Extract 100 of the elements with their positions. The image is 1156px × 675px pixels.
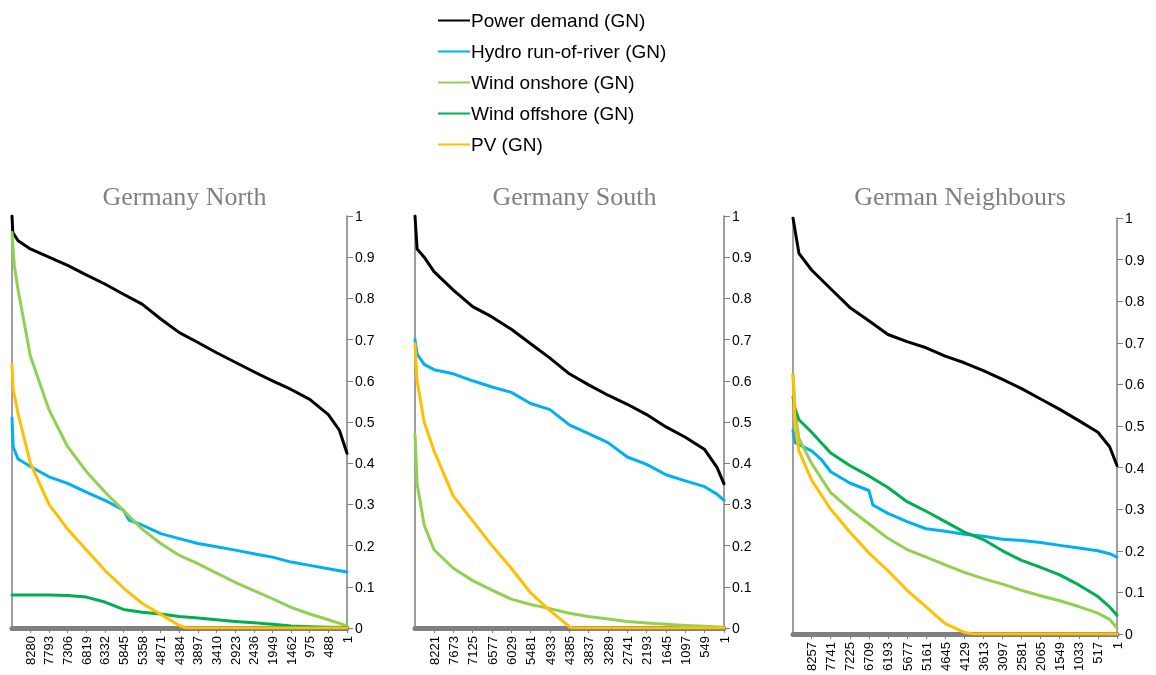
x-tick-label: 5677 [899, 642, 915, 671]
y-tick-label: 0.3 [732, 496, 752, 513]
legend-label: Wind offshore (GN) [471, 103, 635, 124]
y-tick-label: 0.6 [732, 372, 752, 389]
x-tick-label: 6819 [78, 636, 94, 665]
x-tick-label: 2741 [619, 636, 635, 665]
y-tick-label: 0.7 [1125, 334, 1145, 351]
line-series [10, 214, 349, 455]
y-tick-label: 0.2 [732, 537, 752, 554]
chart-title: German Neighbours [854, 181, 1066, 211]
x-tick-label: 4871 [153, 636, 169, 665]
y-tick-label: 0.9 [355, 249, 375, 266]
legend-label: Hydro run-of-river (GN) [471, 41, 667, 62]
y-tick-label: 0 [732, 620, 740, 636]
x-tick-label: 2193 [639, 636, 655, 665]
x-tick-label: 2436 [246, 636, 262, 665]
x-tick-label: 3837 [581, 636, 597, 665]
x-tick-label: 3410 [209, 636, 225, 665]
y-tick-label: 0 [1125, 626, 1133, 642]
x-tick-label: 7306 [60, 636, 76, 665]
y-tick-label: 0.1 [355, 578, 375, 595]
x-tick-label: 975 [302, 636, 318, 658]
line-series [10, 416, 349, 574]
x-tick-label: 2923 [227, 636, 243, 665]
y-tick-label: 0.7 [732, 331, 752, 348]
y-tick-label: 1 [1125, 210, 1133, 226]
x-tick-label: 517 [1090, 642, 1106, 664]
x-tick-label: 1033 [1071, 642, 1087, 671]
x-tick-label: 8280 [22, 636, 38, 665]
y-tick-label: 1 [355, 208, 363, 224]
x-tick-label: 2581 [1014, 642, 1030, 671]
y-tick-label: 0.6 [1125, 376, 1145, 393]
y-tick-label: 0.9 [732, 249, 752, 266]
legend-label: PV (GN) [471, 134, 543, 155]
x-tick-label: 4129 [956, 642, 972, 671]
x-tick-label: 1949 [265, 636, 280, 665]
y-tick-label: 1 [732, 208, 740, 224]
x-tick-label: 6029 [503, 636, 519, 665]
line-series [413, 432, 726, 629]
x-tick-label: 6332 [97, 636, 113, 665]
y-tick-label: 0.8 [1125, 293, 1145, 310]
x-tick-label: 549 [697, 636, 713, 658]
x-tick-label: 8257 [804, 642, 820, 671]
x-tick-label: 1 [339, 636, 355, 644]
x-tick-label: 3613 [975, 642, 991, 671]
y-tick-label: 0.8 [355, 290, 375, 307]
chart-title: Germany North [102, 181, 267, 211]
line-series [791, 216, 1119, 468]
y-tick-label: 0.1 [732, 578, 752, 595]
y-tick-label: 0.4 [732, 455, 752, 472]
y-tick-label: 0.4 [1125, 459, 1145, 476]
y-tick-label: 0.9 [1125, 251, 1145, 268]
y-tick-label: 0.3 [355, 496, 375, 513]
x-tick-label: 5358 [134, 636, 150, 665]
x-tick-label: 7793 [41, 636, 57, 665]
x-tick-label: 3289 [600, 636, 616, 665]
x-tick-label: 6709 [861, 642, 877, 671]
x-tick-label: 4933 [542, 636, 558, 665]
x-tick-label: 7673 [445, 636, 461, 665]
y-tick-label: 0.5 [1125, 418, 1145, 434]
x-tick-label: 3897 [190, 636, 206, 665]
line-series [10, 230, 349, 628]
x-tick-label: 4645 [937, 642, 953, 671]
y-tick-label: 0.8 [732, 290, 752, 307]
y-tick-label: 0.2 [355, 537, 375, 554]
x-tick-label: 7225 [842, 642, 858, 671]
y-tick-label: 0.4 [355, 455, 375, 472]
y-tick-label: 0.7 [355, 331, 375, 348]
y-tick-label: 0.5 [355, 414, 375, 430]
x-tick-label: 5161 [918, 642, 934, 671]
x-tick-label: 6577 [484, 636, 500, 665]
x-tick-label: 7125 [465, 636, 481, 665]
x-tick-label: 1 [716, 636, 732, 644]
line-series [413, 342, 726, 630]
y-tick-label: 0 [355, 620, 363, 636]
chart-title: Germany South [492, 181, 657, 211]
x-tick-label: 488 [320, 636, 336, 658]
x-tick-label: 8221 [426, 636, 442, 665]
x-tick-label: 3097 [994, 642, 1010, 671]
x-tick-label: 4385 [561, 636, 577, 665]
x-tick-label: 1549 [1052, 642, 1068, 671]
line-series [413, 338, 726, 502]
y-tick-label: 0.3 [1125, 501, 1145, 518]
x-tick-label: 7741 [823, 642, 839, 671]
x-tick-label: 1 [1109, 642, 1125, 650]
y-tick-label: 0.1 [1125, 584, 1145, 601]
y-tick-label: 0.2 [1125, 542, 1145, 559]
line-series [10, 362, 349, 630]
y-tick-label: 0.6 [355, 372, 375, 389]
x-tick-label: 1097 [677, 636, 693, 665]
x-tick-label: 5481 [523, 636, 539, 665]
x-tick-label: 4384 [171, 636, 187, 665]
legend-label: Wind onshore (GN) [471, 72, 635, 93]
legend-label: Power demand (GN) [471, 10, 646, 31]
line-series [413, 214, 726, 486]
x-tick-label: 1645 [658, 636, 674, 665]
y-tick-label: 0.5 [732, 414, 752, 430]
x-tick-label: 6193 [880, 642, 896, 671]
x-tick-label: 1462 [283, 636, 299, 665]
x-tick-label: 2065 [1033, 642, 1049, 671]
